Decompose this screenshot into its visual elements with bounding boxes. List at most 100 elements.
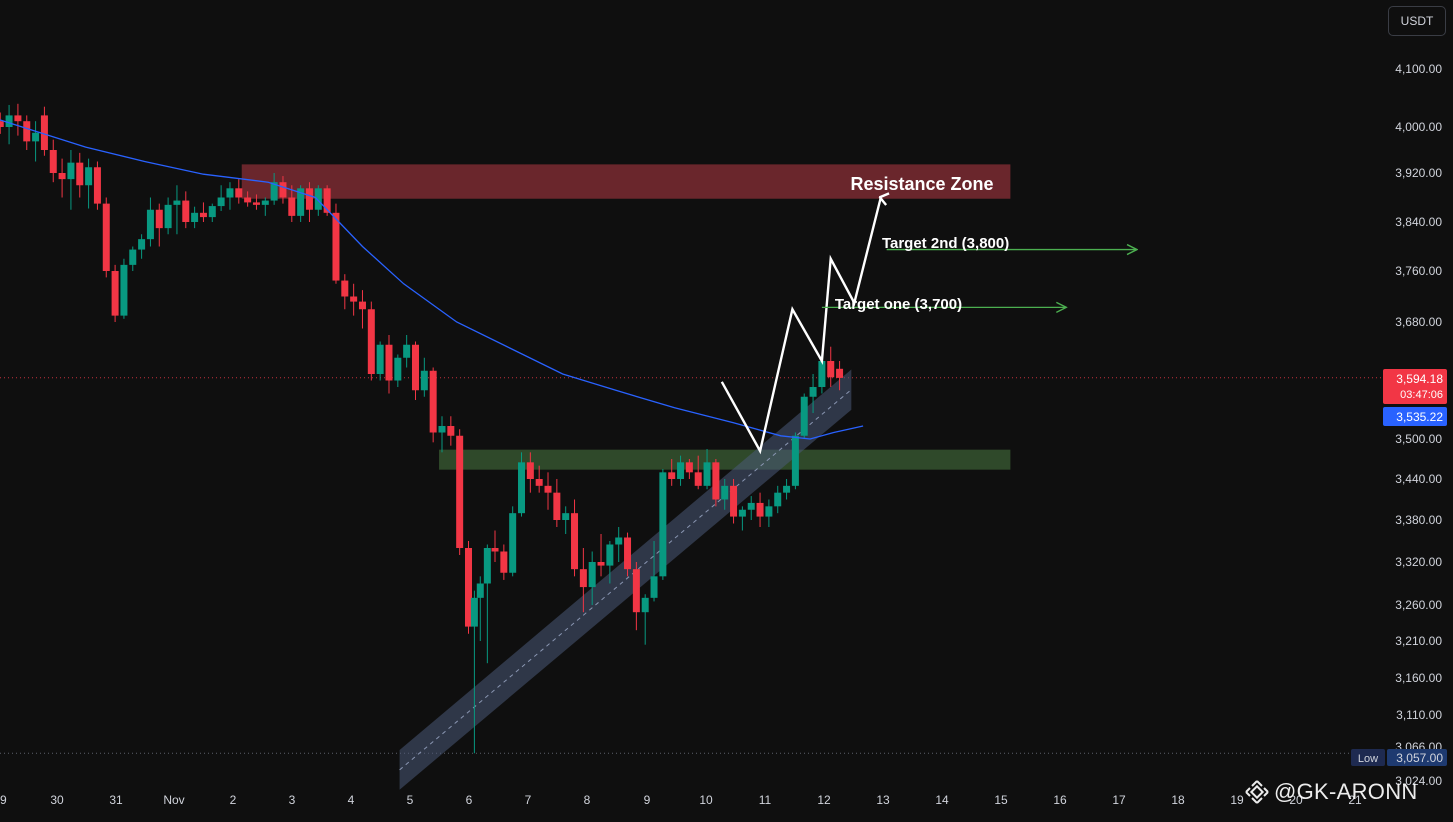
candle-up[interactable] [800, 396, 808, 436]
candle-up[interactable] [85, 167, 93, 186]
candle-down[interactable] [597, 562, 605, 566]
candle-down[interactable] [23, 121, 31, 142]
candle-down[interactable] [279, 182, 287, 198]
current-price-tag[interactable] [1383, 369, 1447, 404]
candle-up[interactable] [403, 344, 411, 358]
candle-down[interactable] [491, 548, 499, 552]
candle-up[interactable] [509, 513, 517, 573]
candle-down[interactable] [199, 212, 207, 218]
candle-down[interactable] [305, 188, 313, 210]
candle-down[interactable] [694, 472, 702, 486]
ma-price-tag[interactable] [1383, 407, 1447, 426]
candle-up[interactable] [67, 162, 75, 180]
candle-down[interactable] [49, 150, 57, 173]
candle-down[interactable] [544, 485, 552, 493]
candle-down[interactable] [252, 202, 260, 205]
candle-up[interactable] [774, 492, 782, 507]
candle-up[interactable] [641, 597, 649, 613]
candle-up[interactable] [791, 435, 799, 486]
candle-down[interactable] [244, 197, 252, 203]
candle-down[interactable] [632, 569, 640, 613]
candle-down[interactable] [0, 121, 4, 127]
candle-down[interactable] [827, 361, 835, 378]
candle-up[interactable] [738, 509, 746, 517]
candle-up[interactable] [809, 387, 817, 397]
candle-down[interactable] [288, 197, 296, 216]
candle-down[interactable] [341, 280, 349, 297]
candle-up[interactable] [588, 562, 596, 588]
candle-up[interactable] [650, 576, 658, 598]
candle-down[interactable] [350, 296, 358, 302]
candle-down[interactable] [836, 368, 844, 378]
candle-down[interactable] [685, 462, 693, 473]
candle-down[interactable] [579, 569, 587, 588]
candle-up[interactable] [606, 544, 614, 566]
candle-down[interactable] [712, 462, 720, 500]
candle-up[interactable] [164, 204, 172, 229]
candle-down[interactable] [93, 167, 101, 204]
candle-down[interactable] [323, 188, 331, 213]
candle-down[interactable] [58, 173, 66, 180]
candle-up[interactable] [783, 485, 791, 493]
candle-down[interactable] [465, 548, 472, 627]
candle-up[interactable] [191, 212, 199, 222]
candle-down[interactable] [447, 426, 455, 436]
candle-up[interactable] [765, 506, 773, 517]
projection-path[interactable] [720, 198, 881, 455]
candle-down[interactable] [102, 203, 110, 271]
candle-up[interactable] [297, 188, 305, 216]
candle-down[interactable] [155, 209, 163, 229]
candle-down[interactable] [730, 485, 738, 517]
candle-down[interactable] [571, 513, 579, 570]
candle-down[interactable] [235, 188, 243, 198]
candle-up[interactable] [562, 513, 570, 520]
currency-selector-button[interactable]: USDT [1388, 6, 1446, 36]
ascending-channel[interactable] [399, 369, 852, 790]
candle-up[interactable] [146, 209, 154, 240]
candle-down[interactable] [14, 115, 22, 122]
candle-down[interactable] [40, 115, 48, 150]
support-zone[interactable] [439, 449, 1011, 470]
candle-down[interactable] [358, 301, 366, 310]
candle-down[interactable] [429, 370, 437, 433]
candle-up[interactable] [518, 462, 526, 514]
candle-up[interactable] [226, 188, 234, 198]
candle-up[interactable] [5, 115, 13, 127]
candle-up[interactable] [483, 548, 491, 584]
candle-up[interactable] [818, 361, 826, 387]
candle-down[interactable] [456, 435, 464, 548]
candle-down[interactable] [332, 212, 340, 281]
candle-up[interactable] [438, 426, 446, 433]
candle-down[interactable] [668, 472, 676, 479]
candle-up[interactable] [173, 200, 181, 205]
candle-down[interactable] [500, 551, 508, 573]
candle-up[interactable] [747, 502, 755, 510]
candle-up[interactable] [32, 132, 40, 142]
candle-up[interactable] [659, 472, 667, 577]
candle-up[interactable] [721, 485, 729, 500]
candle-up[interactable] [703, 462, 711, 486]
candle-up[interactable] [129, 249, 137, 265]
candle-up[interactable] [217, 197, 225, 207]
candle-up[interactable] [677, 462, 685, 479]
candle-down[interactable] [385, 344, 393, 381]
candle-up[interactable] [394, 357, 402, 381]
candle-up[interactable] [420, 370, 428, 391]
candle-up[interactable] [376, 344, 384, 374]
candle-down[interactable] [535, 479, 543, 486]
candle-down[interactable] [182, 200, 190, 222]
candle-down[interactable] [76, 162, 84, 186]
candle-down[interactable] [624, 537, 632, 570]
candle-down[interactable] [411, 344, 419, 391]
candle-up[interactable] [261, 200, 269, 205]
candle-up[interactable] [270, 182, 278, 201]
candle-up[interactable] [314, 188, 322, 210]
candle-down[interactable] [553, 492, 561, 520]
candle-up[interactable] [615, 537, 623, 545]
candle-up[interactable] [138, 239, 146, 250]
candle-down[interactable] [526, 462, 534, 479]
candle-up[interactable] [208, 206, 216, 218]
candle-down[interactable] [367, 309, 375, 374]
